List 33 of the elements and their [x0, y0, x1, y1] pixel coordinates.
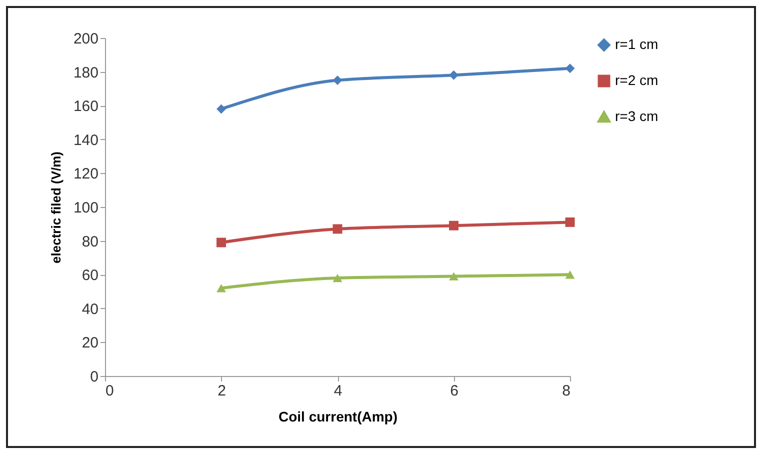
legend-label: r=3 cm — [615, 108, 658, 124]
point — [216, 104, 226, 114]
y-tick-label: 60 — [82, 267, 98, 284]
x-tick-label: 2 — [218, 382, 226, 400]
point — [449, 272, 458, 280]
point — [216, 284, 226, 292]
point — [332, 274, 342, 282]
point — [565, 270, 575, 279]
x-tick-label: 0 — [106, 382, 114, 400]
point — [449, 220, 458, 230]
y-tick-label: 0 — [90, 368, 98, 386]
x-tick-label: 6 — [450, 382, 458, 400]
y-tick-label: 140 — [73, 132, 98, 149]
x-tick-label: 8 — [562, 382, 570, 400]
y-tick-label: 180 — [73, 64, 98, 82]
point — [449, 70, 458, 80]
point — [332, 76, 342, 85]
x-axis-title: Coil current(Amp) — [278, 408, 398, 424]
y-tick-label: 160 — [73, 98, 98, 116]
y-tick-label: 200 — [73, 30, 98, 48]
point — [565, 64, 575, 74]
y-tick-label: 80 — [82, 233, 98, 250]
y-tick-label: 20 — [82, 334, 98, 352]
legend-label: r=2 cm — [615, 72, 658, 88]
y-tick-label: 40 — [82, 300, 98, 318]
y-tick-label: 100 — [73, 200, 98, 216]
point — [565, 217, 575, 227]
legend-label: r=1 cm — [615, 36, 658, 52]
x-tick-label: 4 — [334, 382, 342, 400]
point — [216, 238, 226, 248]
y-tick-label: 120 — [73, 166, 98, 183]
y-axis-title: electric filed (V/m) — [48, 152, 64, 264]
point — [332, 224, 342, 234]
